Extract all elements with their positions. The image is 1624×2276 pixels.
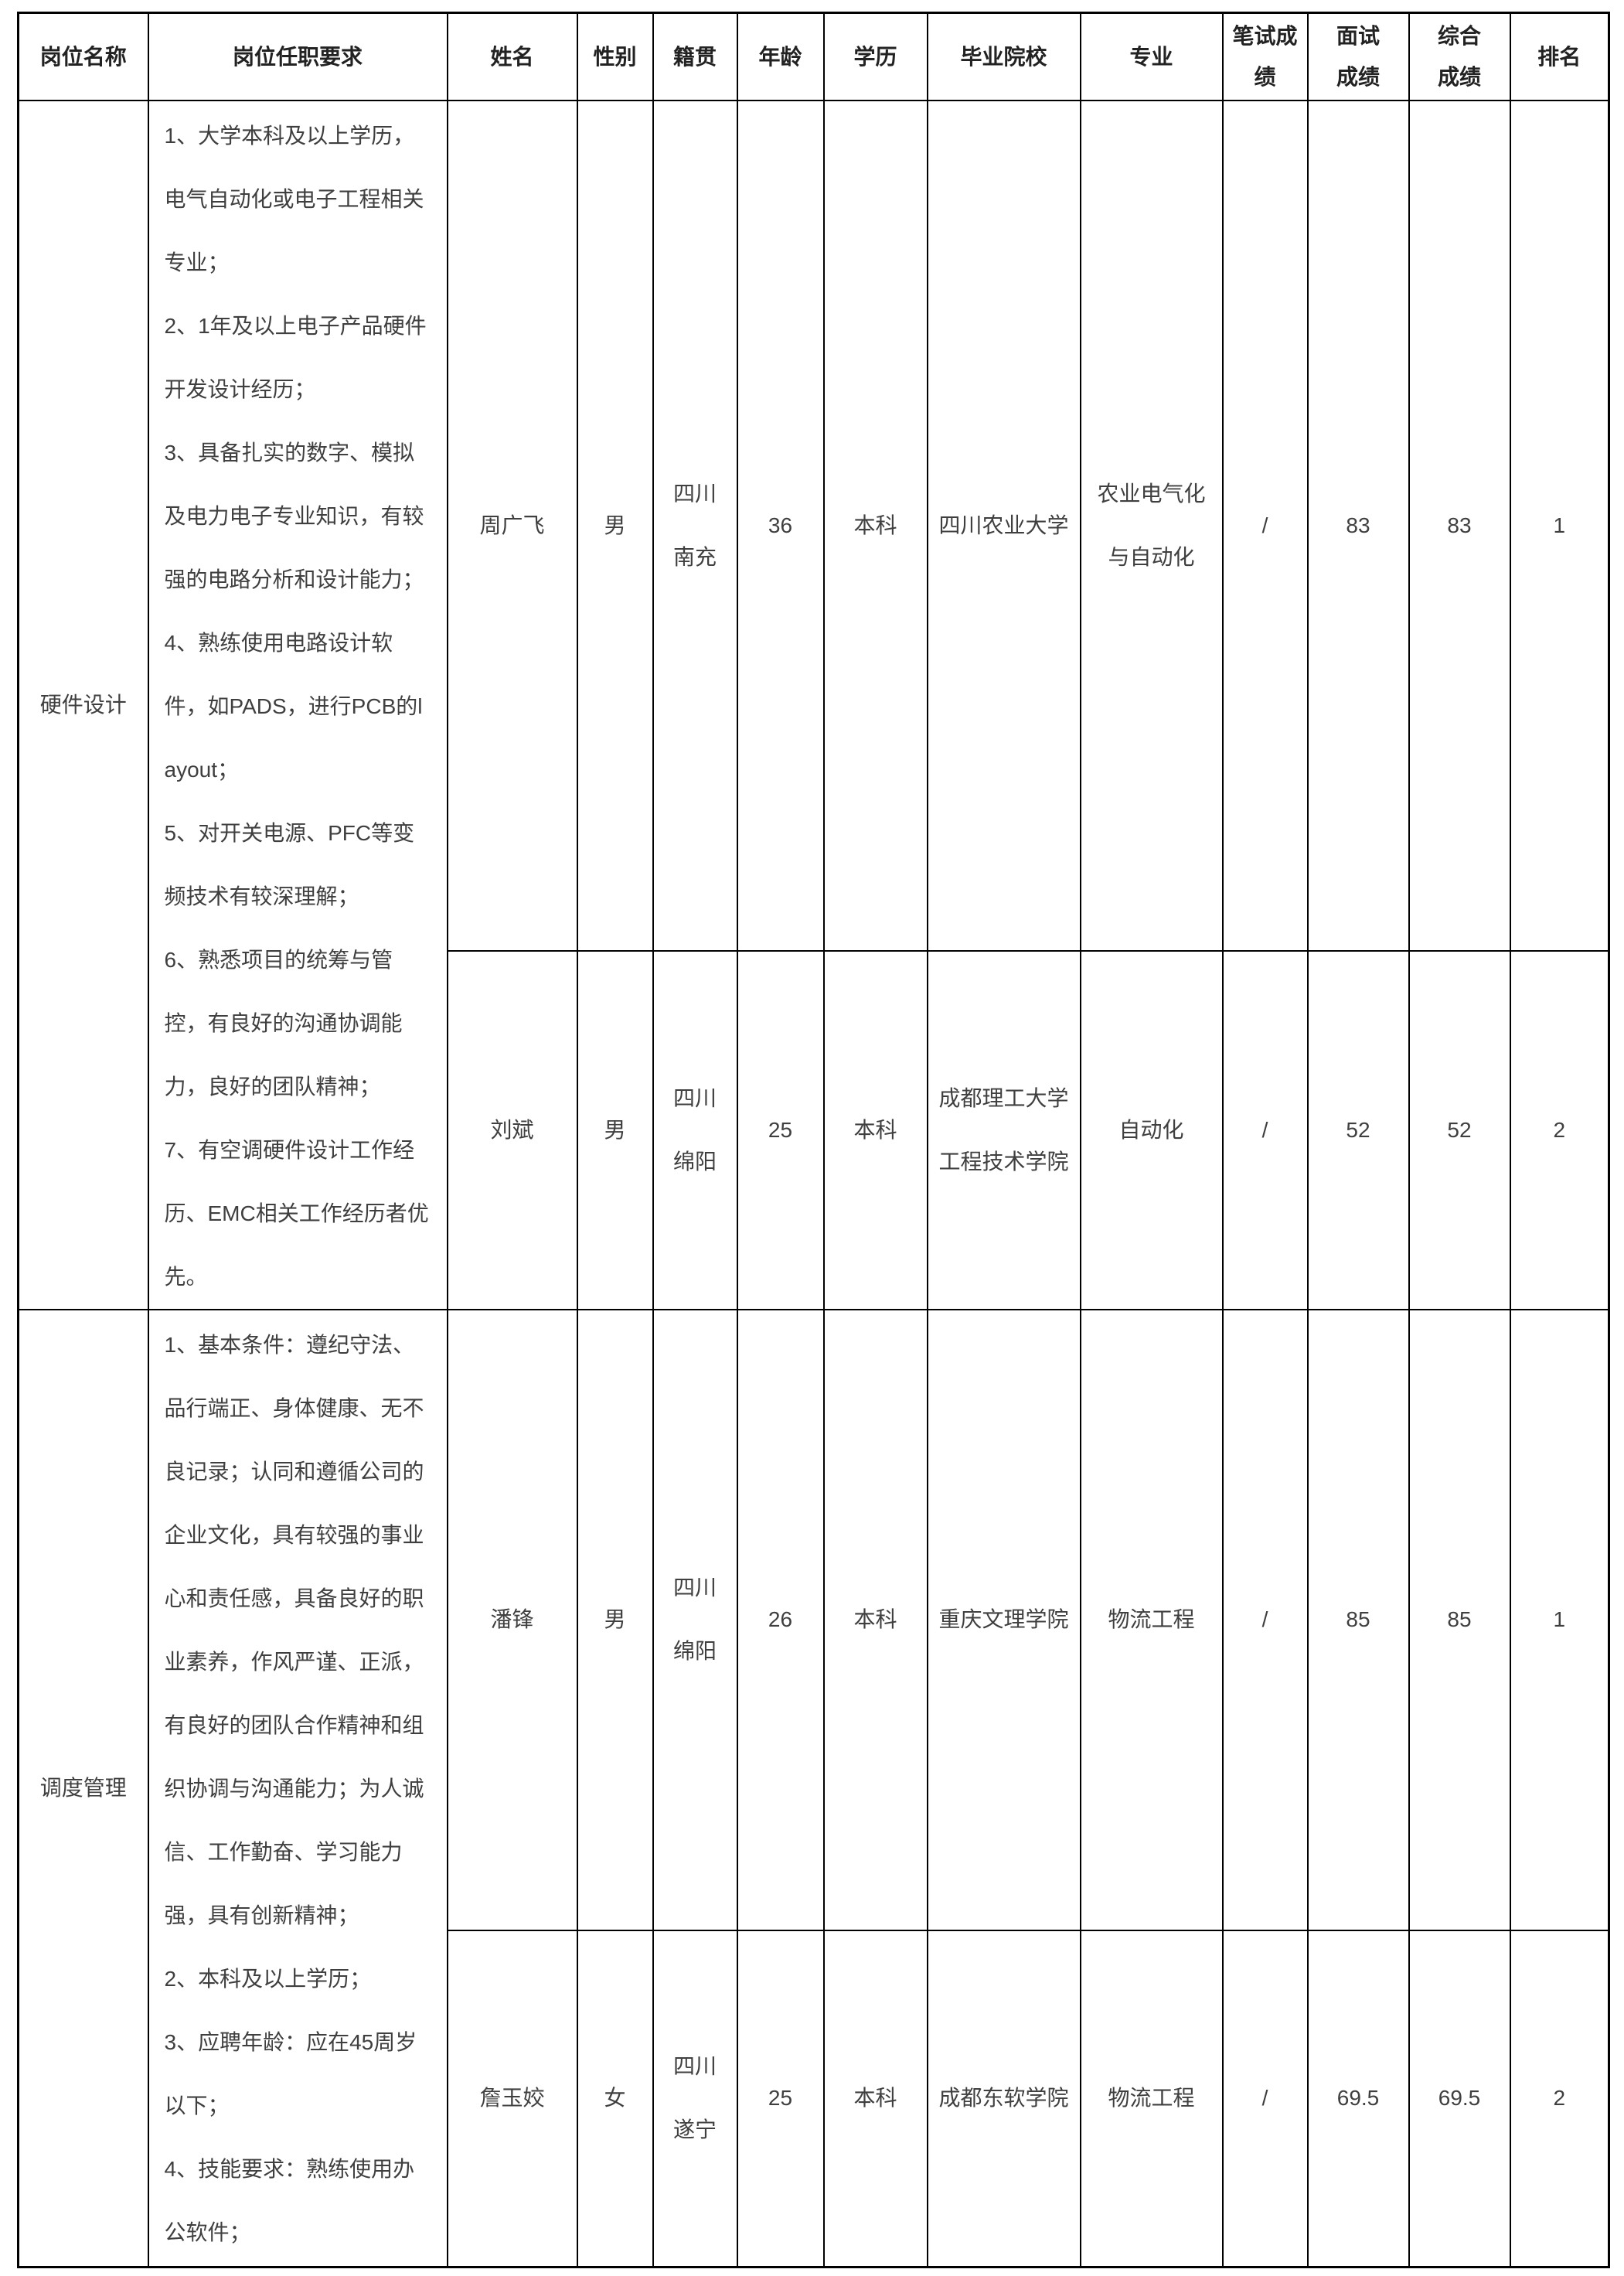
position-name-cell: 调度管理	[17, 1308, 149, 2268]
age-cell: 26	[736, 1308, 825, 1931]
header-hometown: 籍贯	[652, 12, 738, 101]
header-education: 学历	[822, 12, 928, 101]
gender-cell: 男	[576, 1308, 654, 1931]
name-cell: 周广飞	[446, 99, 578, 952]
name-cell: 潘锋	[446, 1308, 578, 1931]
written-score-cell: /	[1221, 1929, 1309, 2268]
age-cell: 25	[736, 949, 825, 1310]
recruitment-results-table: 岗位名称 岗位任职要求 姓名 性别 籍贯 年龄 学历 毕业院校 专业 笔试成 绩…	[17, 12, 1610, 2268]
header-gender: 性别	[576, 12, 654, 101]
overall-score-cell: 52	[1408, 949, 1511, 1310]
education-cell: 本科	[822, 949, 928, 1310]
written-score-cell: /	[1221, 949, 1309, 1310]
school-cell: 四川农业大学	[926, 99, 1081, 952]
header-major: 专业	[1079, 12, 1224, 101]
candidate-row: 刘斌 男 四川 绵阳 25 本科 成都理工大学 工程技术学院 自动化 / 52 …	[19, 949, 1610, 1310]
header-age: 年龄	[736, 12, 825, 101]
rank-cell: 2	[1509, 949, 1610, 1310]
gender-cell: 男	[576, 949, 654, 1310]
table-header-row: 岗位名称 岗位任职要求 姓名 性别 籍贯 年龄 学历 毕业院校 专业 笔试成 绩…	[17, 12, 1610, 101]
header-overall-score: 综合 成绩	[1408, 12, 1511, 101]
school-cell: 重庆文理学院	[926, 1308, 1081, 1931]
education-cell: 本科	[822, 1308, 928, 1931]
header-school: 毕业院校	[926, 12, 1081, 101]
major-cell: 物流工程	[1079, 1929, 1224, 2268]
requirements-cell: 1、大学本科及以上学历，电气自动化或电子工程相关专业； 2、1年及以上电子产品硬…	[147, 99, 448, 1310]
position-name-cell: 硬件设计	[17, 99, 149, 1310]
education-cell: 本科	[822, 99, 928, 952]
rank-cell: 2	[1509, 1929, 1610, 2268]
rank-cell: 1	[1509, 1308, 1610, 1931]
hometown-cell: 四川 南充	[652, 99, 738, 952]
gender-cell: 男	[576, 99, 654, 952]
written-score-cell: /	[1221, 99, 1309, 952]
header-rank: 排名	[1509, 12, 1610, 101]
candidate-row: 硬件设计 1、大学本科及以上学历，电气自动化或电子工程相关专业； 2、1年及以上…	[17, 99, 1610, 1310]
gender-cell: 女	[576, 1929, 654, 2268]
candidate-row: 调度管理 1、基本条件：遵纪守法、品行端正、身体健康、无不良记录；认同和遵循公司…	[17, 1308, 1610, 2268]
interview-score-cell: 52	[1306, 949, 1410, 1310]
school-cell: 成都理工大学 工程技术学院	[926, 949, 1081, 1310]
major-cell: 自动化	[1079, 949, 1224, 1310]
hometown-cell: 四川 绵阳	[652, 1308, 738, 1931]
hometown-cell: 四川 遂宁	[652, 1929, 738, 2268]
requirements-cell: 1、基本条件：遵纪守法、品行端正、身体健康、无不良记录；认同和遵循公司的企业文化…	[147, 1308, 448, 2268]
age-cell: 36	[736, 99, 825, 952]
school-cell: 成都东软学院	[926, 1929, 1081, 2268]
education-cell: 本科	[822, 1929, 928, 2268]
age-cell: 25	[736, 1929, 825, 2268]
header-name: 姓名	[446, 12, 578, 101]
overall-score-cell: 85	[1408, 1308, 1511, 1931]
header-position-name: 岗位名称	[17, 12, 149, 101]
interview-score-cell: 85	[1306, 1308, 1410, 1931]
header-written-score: 笔试成 绩	[1221, 12, 1309, 101]
overall-score-cell: 69.5	[1408, 1929, 1511, 2268]
hometown-cell: 四川 绵阳	[652, 949, 738, 1310]
overall-score-cell: 83	[1408, 99, 1511, 952]
header-position-requirements: 岗位任职要求	[147, 12, 448, 101]
major-cell: 农业电气化 与自动化	[1079, 99, 1224, 952]
interview-score-cell: 69.5	[1306, 1929, 1410, 2268]
name-cell: 刘斌	[446, 949, 578, 1310]
major-cell: 物流工程	[1079, 1308, 1224, 1931]
header-interview-score: 面试 成绩	[1306, 12, 1410, 101]
written-score-cell: /	[1221, 1308, 1309, 1931]
rank-cell: 1	[1509, 99, 1610, 952]
name-cell: 詹玉姣	[446, 1929, 578, 2268]
interview-score-cell: 83	[1306, 99, 1410, 952]
